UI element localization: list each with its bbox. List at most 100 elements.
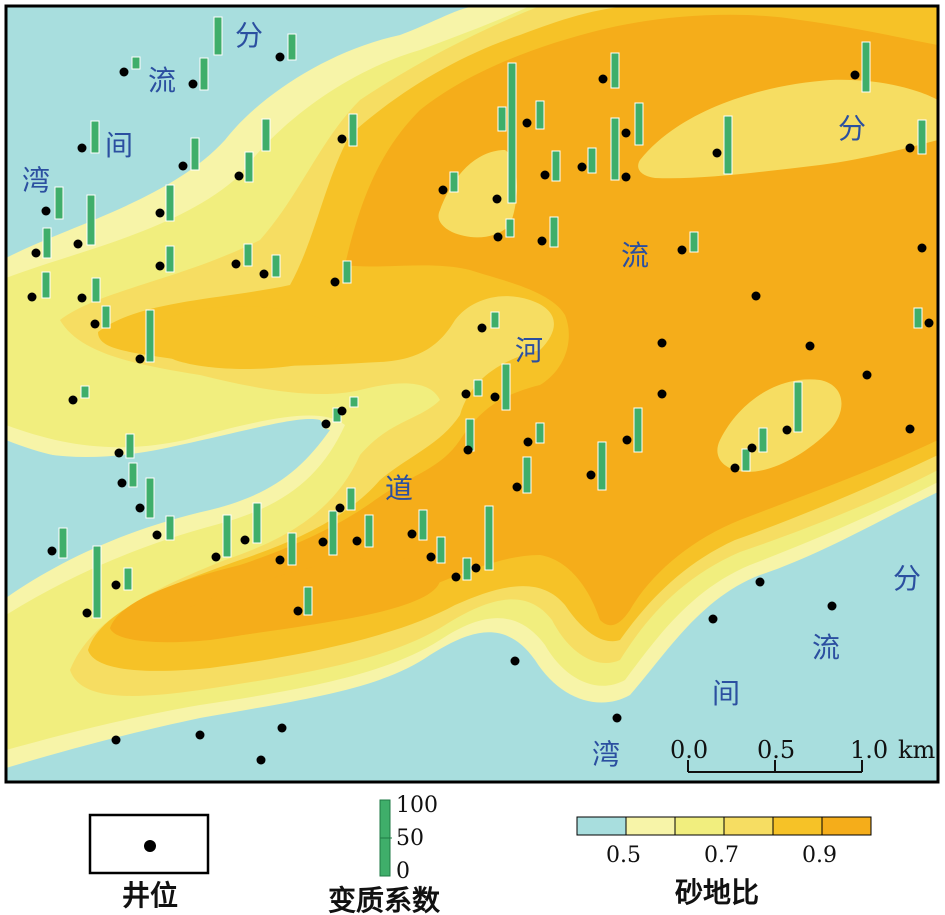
label-liu-3: 流: [812, 631, 840, 664]
well-dot: [195, 730, 205, 740]
metamorphic-bar: [484, 505, 494, 571]
label-dao: 道: [385, 472, 413, 505]
legend-bar-min: 0: [396, 859, 410, 884]
legend-well: 井位: [88, 813, 210, 912]
well-dot: [512, 482, 522, 492]
metamorphic-bar: [689, 231, 699, 253]
legend-ratio-tick-09: 0.9: [802, 843, 837, 868]
well-dot: [231, 259, 241, 269]
well-dot: [924, 318, 934, 328]
metamorphic-bar: [86, 194, 96, 246]
well-dot: [275, 555, 285, 565]
well-dot: [490, 392, 500, 402]
metamorphic-bar: [418, 509, 428, 541]
metamorphic-bar: [261, 118, 271, 152]
scale-bar: 0.0 0.5 1.0 km: [670, 736, 936, 773]
metamorphic-bar: [610, 52, 620, 89]
legend-bar-max: 100: [396, 793, 438, 818]
metamorphic-bar: [348, 113, 358, 147]
metamorphic-bar: [58, 527, 68, 559]
well-dot: [622, 435, 632, 445]
well-dot: [730, 463, 740, 473]
label-he: 河: [515, 334, 543, 367]
well-dot: [337, 134, 347, 144]
legend-bar-label: 变质系数: [328, 884, 441, 915]
well-dot: [657, 338, 667, 348]
well-dot: [259, 269, 269, 279]
metamorphic-bar: [741, 448, 751, 472]
well-dot: [335, 503, 345, 513]
label-wan-3: 湾: [592, 738, 620, 771]
label-fen-2: 分: [838, 112, 866, 145]
metamorphic-bar: [436, 536, 446, 564]
metamorphic-bar: [462, 557, 472, 581]
scale-unit: km: [898, 736, 936, 764]
well-dot: [135, 503, 145, 513]
well-dot: [152, 530, 162, 540]
metamorphic-bar: [131, 56, 141, 70]
metamorphic-bar: [535, 100, 545, 130]
well-dot: [577, 162, 587, 172]
well-dot: [905, 424, 915, 434]
contour-high-west: [152, 306, 339, 369]
metamorphic-bar: [522, 456, 532, 494]
metamorphic-bar: [587, 147, 597, 174]
metamorphic-bar: [287, 33, 297, 61]
legend-bar-mid: 50: [396, 826, 424, 851]
well-dot: [77, 293, 87, 303]
metamorphic-bar: [364, 514, 374, 548]
legend-swatch-6: [821, 816, 872, 836]
well-dot: [510, 656, 520, 666]
metamorphic-bar: [505, 218, 515, 238]
legend-well-label: 井位: [122, 879, 178, 912]
metamorphic-bar: [243, 243, 253, 267]
metamorphic-bar: [101, 305, 111, 329]
well-dot: [523, 437, 533, 447]
metamorphic-bar: [303, 586, 313, 616]
well-dot: [155, 208, 165, 218]
metamorphic-bar: [91, 277, 101, 303]
contour-north-gap: [438, 150, 517, 238]
well-dot: [211, 552, 221, 562]
well-dot: [850, 70, 860, 80]
metamorphic-bar: [190, 137, 200, 171]
legend-swatch-5: [772, 816, 823, 836]
metamorphic-coefficient-bars: [41, 16, 927, 619]
well-dot: [117, 478, 127, 488]
well-dot: [90, 319, 100, 329]
well-dot: [114, 448, 124, 458]
well-dot: [862, 370, 872, 380]
well-dot: [905, 143, 915, 153]
well-dot: [119, 67, 129, 77]
well-dot: [493, 232, 503, 242]
metamorphic-bar: [80, 385, 90, 399]
well-dot: [31, 248, 41, 258]
well-dot: [537, 236, 547, 246]
metamorphic-bar: [597, 441, 607, 491]
metamorphic-bar: [287, 532, 297, 566]
legend-swatch-2: [625, 816, 676, 836]
label-wan-1: 湾: [22, 164, 50, 197]
map-frame: [4, 4, 940, 784]
metamorphic-bar: [346, 487, 356, 511]
well-dot: [27, 292, 37, 302]
well-dot: [352, 536, 362, 546]
metamorphic-bar: [551, 150, 561, 182]
metamorphic-bar: [90, 120, 100, 154]
legend-swatch-4: [723, 816, 774, 836]
well-dot: [657, 389, 667, 399]
contour-fill: [6, 6, 938, 782]
well-dot: [82, 608, 92, 618]
well-dot: [73, 239, 83, 249]
metamorphic-bar: [861, 41, 871, 93]
scale-tick-0: 0.0: [670, 736, 708, 764]
label-fen-3: 分: [893, 562, 921, 595]
metamorphic-bar: [913, 307, 923, 329]
well-dot: [471, 563, 481, 573]
well-dot: [407, 529, 417, 539]
label-liu-2: 流: [621, 239, 649, 272]
interchannel-island: [6, 419, 324, 590]
well-dot: [461, 389, 471, 399]
metamorphic-bar: [213, 16, 223, 56]
well-dot: [438, 185, 448, 195]
